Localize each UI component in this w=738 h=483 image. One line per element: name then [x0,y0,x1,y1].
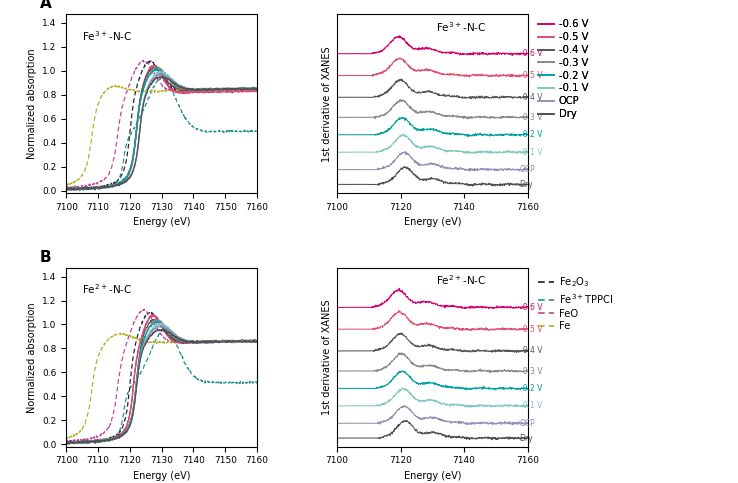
Text: OCP: OCP [520,165,536,174]
Text: -0.3 V: -0.3 V [520,367,542,376]
Text: B: B [40,250,52,265]
X-axis label: Energy (eV): Energy (eV) [404,217,461,227]
X-axis label: Energy (eV): Energy (eV) [404,471,461,481]
Text: Fe$^{3+}$-N-C: Fe$^{3+}$-N-C [82,29,132,43]
Y-axis label: Normalized absorption: Normalized absorption [27,48,37,159]
Text: -0.4 V: -0.4 V [520,93,542,102]
X-axis label: Energy (eV): Energy (eV) [133,471,190,481]
Y-axis label: 1st derivative of XANES: 1st derivative of XANES [322,46,331,162]
Text: Fe$^{3+}$-N-C: Fe$^{3+}$-N-C [436,20,486,34]
Text: -0.2 V: -0.2 V [520,130,542,139]
X-axis label: Energy (eV): Energy (eV) [133,217,190,227]
Text: -0.6 V: -0.6 V [520,303,542,312]
Text: -0.6 V: -0.6 V [520,49,542,58]
Legend: Fe$_2$O$_3$, Fe$^{3+}$TPPCl, FeO, Fe: Fe$_2$O$_3$, Fe$^{3+}$TPPCl, FeO, Fe [538,275,613,331]
Text: -0.4 V: -0.4 V [520,346,542,355]
Text: Dry: Dry [520,434,534,442]
Y-axis label: 1st derivative of XANES: 1st derivative of XANES [322,299,331,415]
Legend: -0.6 V, -0.5 V, -0.4 V, -0.3 V, -0.2 V, -0.1 V, OCP, Dry: -0.6 V, -0.5 V, -0.4 V, -0.3 V, -0.2 V, … [538,19,588,119]
Text: Fe$^{2+}$-N-C: Fe$^{2+}$-N-C [436,273,486,287]
Y-axis label: Normalized absorption: Normalized absorption [27,302,37,413]
Text: OCP: OCP [520,419,536,428]
Text: Fe$^{2+}$-N-C: Fe$^{2+}$-N-C [82,283,132,296]
Text: -0.3 V: -0.3 V [520,113,542,122]
Text: -0.1 V: -0.1 V [520,147,542,156]
Text: -0.2 V: -0.2 V [520,384,542,393]
Text: -0.5 V: -0.5 V [520,71,542,80]
Text: Dry: Dry [520,180,534,189]
Text: -0.5 V: -0.5 V [520,325,542,334]
Text: A: A [40,0,52,11]
Text: -0.1 V: -0.1 V [520,401,542,410]
